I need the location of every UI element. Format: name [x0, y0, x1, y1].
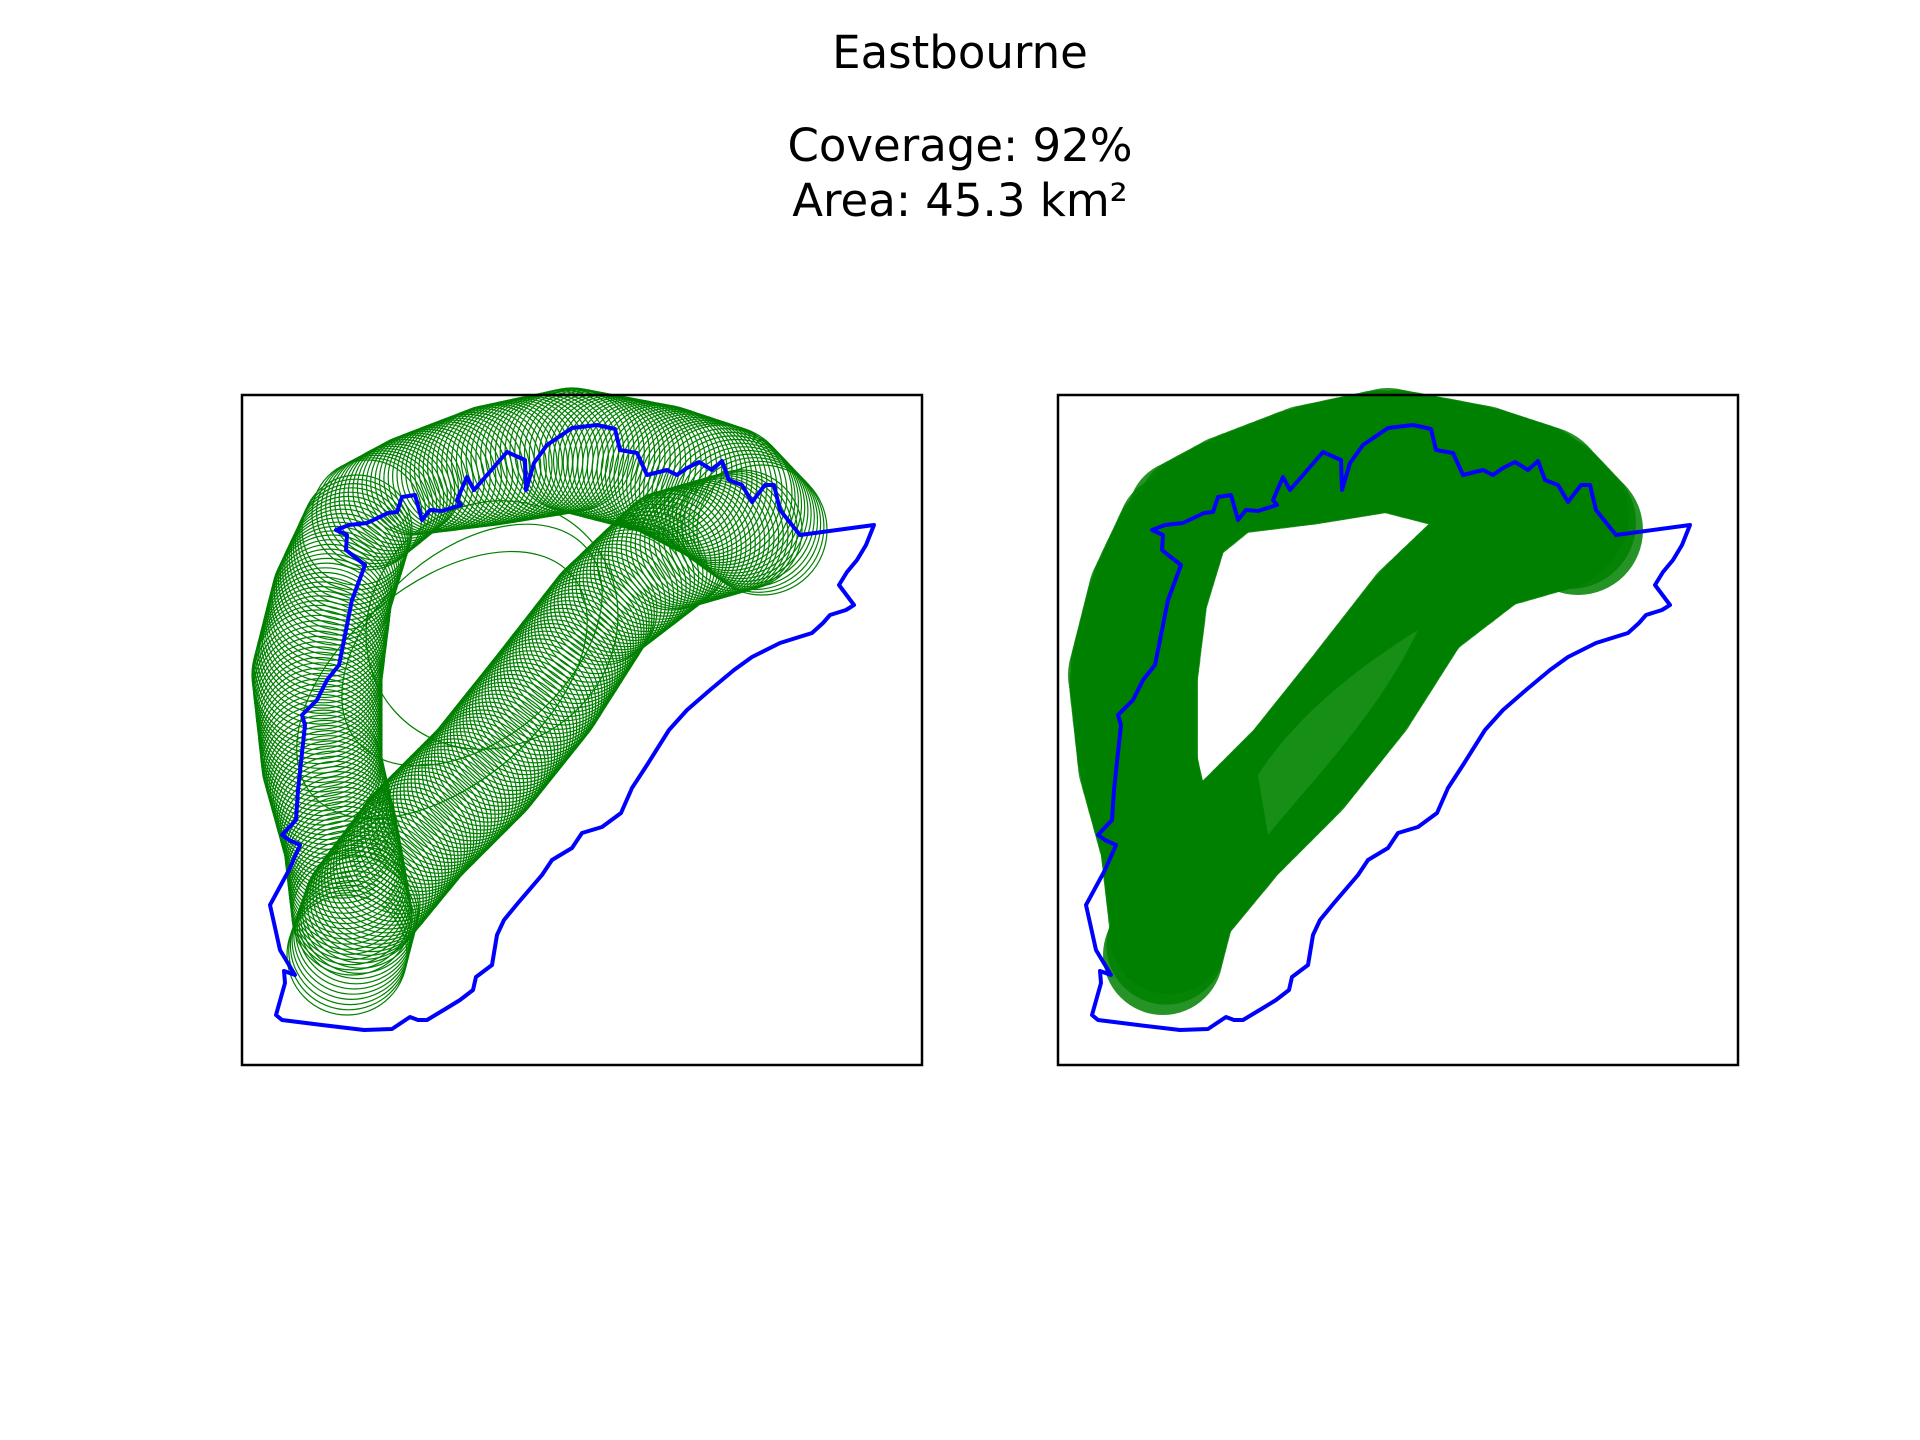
coverage-circle	[530, 573, 645, 688]
coverage-circle	[560, 540, 675, 654]
coverage-circle	[450, 400, 574, 523]
coverage-circle	[680, 449, 815, 585]
coverage-circle	[518, 588, 634, 705]
coverage-circle	[284, 508, 402, 626]
coverage-circle	[675, 446, 812, 583]
coverage-arc	[365, 500, 619, 750]
coverage-circle	[290, 849, 412, 971]
coverage-circle	[692, 460, 825, 593]
coverage-circle	[493, 619, 613, 739]
district-boundary	[268, 423, 876, 1032]
area-label: Area: 45.3 km²	[792, 174, 1128, 227]
panel-frame	[1056, 393, 1740, 1067]
coverage-label: Coverage: 92%	[787, 119, 1133, 172]
figure-title: Eastbourne	[832, 26, 1088, 79]
coverage-arc	[296, 550, 588, 820]
coverage-circle	[586, 514, 704, 633]
coverage-circle	[257, 586, 386, 715]
coverage-circle	[417, 713, 539, 835]
coverage-circle	[490, 622, 611, 743]
coverage-circle	[294, 870, 415, 990]
coverage-circle	[290, 844, 411, 966]
coverage-circle	[273, 530, 395, 651]
coverage-circle	[414, 716, 536, 838]
coverage-circle	[289, 884, 411, 1006]
coverage-circle-outlines	[251, 387, 828, 1016]
coverage-circle	[487, 626, 608, 747]
coverage-circle	[277, 521, 397, 641]
coverage-circle	[667, 438, 806, 577]
coverage-circle	[496, 615, 616, 735]
panel-frame	[240, 393, 924, 1067]
coverage-circle	[527, 577, 642, 692]
coverage-circle	[578, 521, 696, 639]
coverage-circle	[288, 889, 409, 1011]
coverage-circle	[421, 709, 543, 831]
coverage-circle	[400, 417, 514, 531]
map-panel-filled-coverage	[1056, 388, 1740, 1067]
coverage-circle	[456, 666, 578, 788]
coverage-circle	[647, 422, 788, 564]
coverage-circle	[289, 839, 411, 961]
coverage-circle	[524, 581, 640, 696]
coverage-circle	[453, 669, 575, 792]
coverage-circle	[427, 406, 548, 527]
coverage-gap	[1258, 630, 1418, 835]
coverage-circle	[288, 500, 405, 616]
coverage-circle	[471, 646, 594, 768]
coverage-circle	[557, 543, 671, 657]
coverage-circle	[381, 749, 503, 871]
coverage-circle	[353, 778, 475, 900]
coverage-circle	[688, 457, 822, 591]
district-boundary	[1084, 423, 1692, 1032]
coverage-circle	[571, 529, 687, 645]
coverage-circle	[630, 484, 752, 606]
coverage-circle	[446, 677, 568, 799]
coverage-arc	[341, 523, 603, 767]
map-panel-circle-outlines	[240, 387, 924, 1067]
coverage-circle	[1108, 855, 1228, 975]
coverage-circle	[596, 503, 716, 623]
coverage-circle	[613, 410, 748, 545]
coverage-circle	[286, 894, 408, 1016]
coverage-circle	[374, 428, 480, 534]
coverage-circle	[499, 611, 619, 730]
coverage-circle	[616, 488, 738, 610]
coverage-circle	[478, 638, 600, 760]
coverage-circle	[449, 673, 571, 796]
coverage-circle	[484, 630, 606, 752]
coverage-circle	[291, 880, 412, 1001]
coverage-circle	[291, 854, 413, 976]
coverage-circle	[343, 443, 449, 549]
coverage-circle	[335, 802, 456, 923]
coverage-circle	[620, 486, 742, 608]
coverage-circle	[591, 403, 723, 535]
